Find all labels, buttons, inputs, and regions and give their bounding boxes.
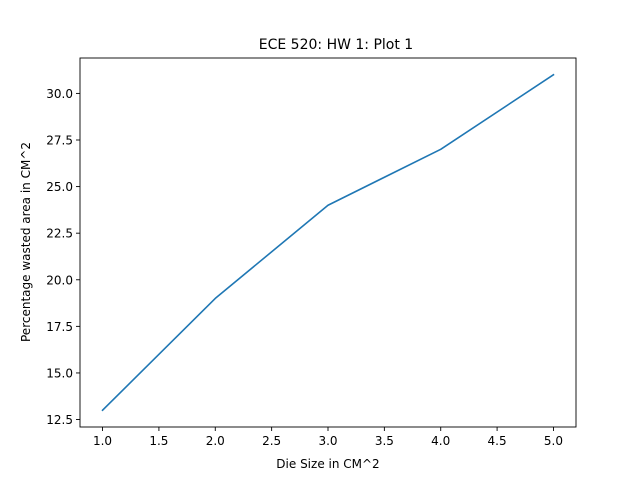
x-axis-label: Die Size in CM^2 xyxy=(276,457,379,471)
chart-title: ECE 520: HW 1: Plot 1 xyxy=(259,37,413,53)
x-tick-label: 5.0 xyxy=(544,434,563,448)
x-tick-label: 2.0 xyxy=(206,434,225,448)
y-tick-label: 17.5 xyxy=(46,320,73,334)
series-line-0 xyxy=(101,73,555,412)
y-tick-label: 22.5 xyxy=(46,227,73,241)
y-tick-label: 27.5 xyxy=(46,134,73,148)
y-tick-label: 20.0 xyxy=(46,273,73,287)
x-tick-label: 4.5 xyxy=(488,434,507,448)
y-tick-label: 15.0 xyxy=(46,366,73,380)
x-tick-label: 2.5 xyxy=(262,434,281,448)
x-tick-label: 4.0 xyxy=(431,434,450,448)
x-tick-label: 3.5 xyxy=(375,434,394,448)
x-tick-label: 1.5 xyxy=(149,434,168,448)
y-tick-label: 30.0 xyxy=(46,87,73,101)
y-tick-label: 12.5 xyxy=(46,413,73,427)
plot-area: 1.0 1.5 2.0 2.5 3.0 3.5 4.0 4.5 5.0 12.5 15.0 17.5 2… xyxy=(46,57,577,448)
x-tick-label: 1.0 xyxy=(93,434,112,448)
x-tick-label: 3.0 xyxy=(318,434,337,448)
y-axis-label: Percentage wasted area in CM^2 xyxy=(19,142,33,342)
y-tick-label: 25.0 xyxy=(46,180,73,194)
